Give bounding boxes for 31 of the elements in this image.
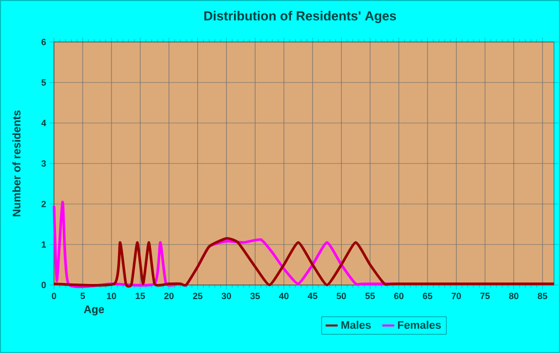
y-tick-label: 6 bbox=[42, 38, 46, 46]
y-tick-label: 4 bbox=[41, 120, 46, 126]
x-tick-label: 70 bbox=[452, 292, 461, 300]
y-tick-label: 2 bbox=[42, 200, 46, 208]
chart-title: Distribution of Residents' Ages bbox=[204, 10, 396, 24]
x-tick-label: 5 bbox=[80, 292, 85, 300]
legend-label: Males bbox=[341, 320, 371, 329]
x-tick-label: 80 bbox=[509, 292, 518, 300]
y-tick-label: 1 bbox=[42, 241, 46, 248]
x-tick-label: 40 bbox=[279, 292, 289, 300]
x-axis-title: Age bbox=[84, 306, 104, 316]
y-tick-label: 0 bbox=[42, 282, 46, 288]
x-tick-label: 55 bbox=[365, 292, 375, 300]
x-tick-label: 75 bbox=[480, 292, 490, 300]
x-tick-label: 60 bbox=[394, 292, 404, 300]
x-tick-label: 25 bbox=[192, 292, 202, 300]
x-tick-label: 0 bbox=[52, 292, 56, 300]
line-series bbox=[52, 237, 556, 287]
x-tick-label: 30 bbox=[222, 292, 232, 300]
x-tick-label: 45 bbox=[308, 292, 318, 300]
x-tick-label: 65 bbox=[422, 292, 432, 300]
x-tick-label: 10 bbox=[107, 292, 116, 300]
legend-label: Females bbox=[398, 320, 441, 329]
y-tick-label: 3 bbox=[41, 160, 46, 167]
x-tick-label: 15 bbox=[136, 292, 145, 300]
x-tick-label: 85 bbox=[538, 292, 548, 300]
x-tick-label: 50 bbox=[336, 292, 346, 300]
x-tick-label: 35 bbox=[250, 292, 260, 300]
y-axis-title: Number of residents bbox=[12, 110, 20, 216]
y-tick-label: 5 bbox=[41, 79, 46, 86]
x-tick-label: 20 bbox=[164, 292, 174, 300]
